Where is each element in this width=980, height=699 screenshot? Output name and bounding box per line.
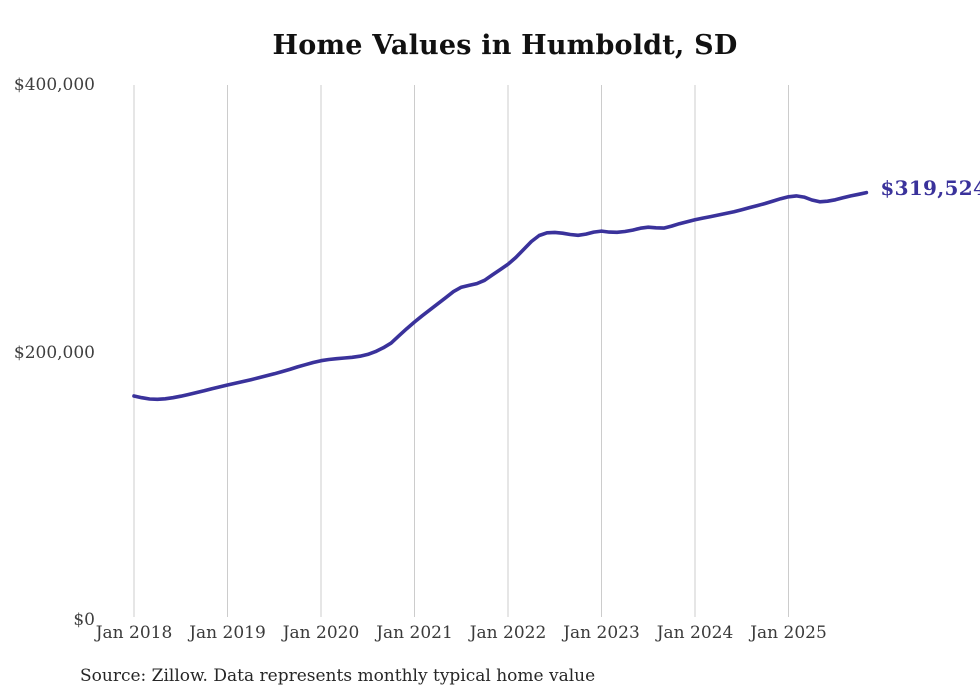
x-tick-label: Jan 2021 — [376, 623, 453, 643]
source-note: Source: Zillow. Data represents monthly … — [80, 666, 596, 686]
y-tick-label: $0 — [73, 610, 95, 630]
chart-title: Home Values in Humboldt, SD — [272, 30, 738, 61]
x-tick-label: Jan 2020 — [282, 623, 360, 643]
y-tick-label: $200,000 — [13, 342, 95, 363]
latest-value-annotation: $319,524 — [880, 175, 980, 200]
gridlines — [133, 85, 789, 617]
x-tick-label: Jan 2023 — [563, 623, 640, 643]
y-tick-label: $400,000 — [13, 75, 95, 95]
x-tick-label: Jan 2025 — [750, 623, 827, 643]
x-tick-label: Jan 2018 — [95, 623, 173, 643]
home-value-line — [132, 190, 869, 402]
x-tick-label: Jan 2024 — [656, 623, 734, 643]
x-tick-label: Jan 2019 — [189, 623, 266, 643]
x-tick-label: Jan 2022 — [469, 623, 547, 643]
